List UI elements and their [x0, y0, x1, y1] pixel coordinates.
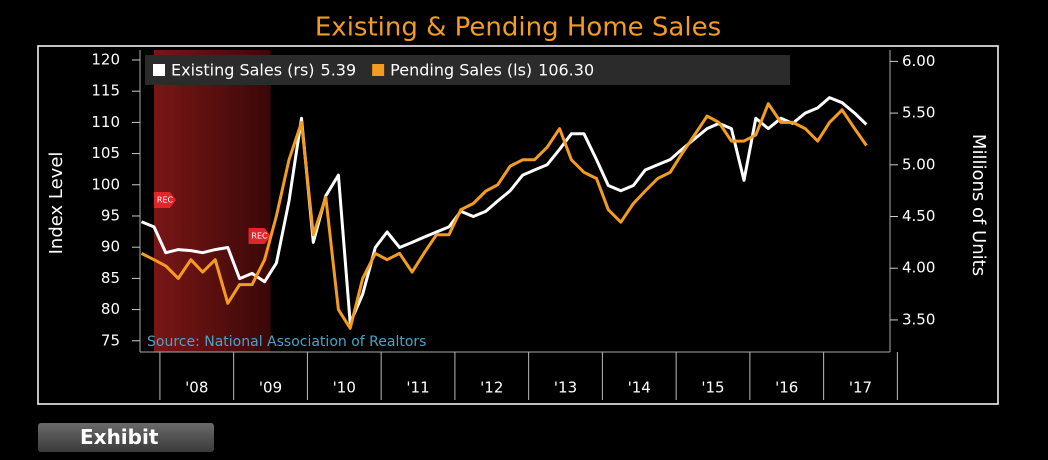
y-tick-label: 85 [101, 269, 120, 287]
x-tick-label: '10 [333, 379, 356, 397]
x-tick-label: '08 [185, 379, 208, 397]
y2-tick-label: 6.00 [902, 52, 935, 70]
y2-axis-title: Millions of Units [968, 134, 989, 276]
y-tick-label: 120 [91, 50, 120, 68]
series-line [140, 102, 868, 330]
y-tick-label: 75 [101, 331, 120, 349]
y-tick-label: 80 [101, 300, 120, 318]
exhibit-button[interactable]: Exhibit [38, 423, 214, 452]
legend-box [145, 55, 790, 85]
source-note: Source: National Association of Realtors [147, 334, 426, 350]
y-tick-label: 90 [101, 238, 120, 256]
y2-tick-label: 3.50 [902, 310, 935, 328]
chart-title: Existing & Pending Home Sales [315, 13, 721, 43]
chart: Existing & Pending Home Sales REC REC 75 80… [37, 13, 999, 405]
legend-value: 106.30 [538, 61, 594, 80]
rec-marker [248, 228, 271, 244]
y-axis-title: Index Level [46, 152, 67, 255]
rec-marker [154, 192, 177, 208]
x-tick-label: '13 [554, 379, 577, 397]
legend-swatch [372, 64, 385, 76]
legend-value: 5.39 [321, 61, 357, 80]
y-tick-label: 100 [91, 175, 120, 193]
legend-swatch [153, 64, 165, 76]
x-tick-label: '12 [480, 379, 503, 397]
y-tick-label: 115 [91, 82, 120, 100]
y2-tick-label: 5.00 [902, 155, 935, 173]
rec-label: REC [251, 232, 268, 241]
x-tick-label: '16 [775, 379, 798, 397]
legend-label: Existing Sales (rs) [171, 61, 315, 80]
series-line [140, 96, 868, 325]
y-tick-label: 95 [101, 206, 120, 224]
y-tick-label: 110 [91, 113, 120, 131]
rec-label: REC [157, 196, 174, 205]
x-tick-label: '15 [701, 379, 724, 397]
x-tick-label: '11 [406, 379, 429, 397]
y2-tick-label: 5.50 [902, 104, 935, 122]
x-tick-label: '17 [849, 379, 872, 397]
y-tick-label: 105 [91, 144, 120, 162]
x-tick-label: '09 [259, 379, 282, 397]
y2-tick-label: 4.50 [902, 207, 935, 225]
x-tick-label: '14 [628, 379, 651, 397]
y2-tick-label: 4.00 [902, 259, 935, 277]
legend-label: Pending Sales (ls) [390, 61, 532, 80]
